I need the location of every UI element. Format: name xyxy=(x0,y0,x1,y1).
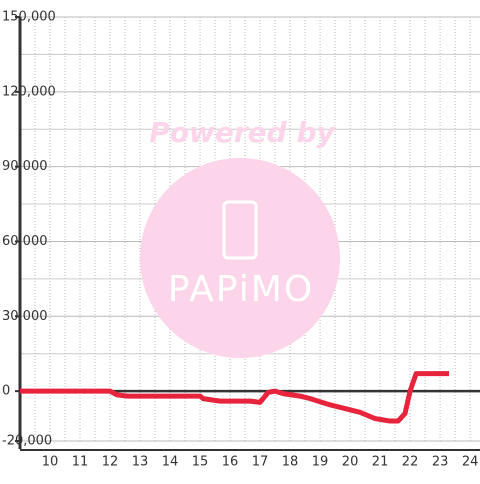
x-tick-label: 16 xyxy=(222,455,239,470)
x-tick-label: 23 xyxy=(432,455,449,470)
x-tick-label: 10 xyxy=(42,455,59,470)
y-tick-label: 150,000 xyxy=(2,10,56,25)
y-tick-label: 30,000 xyxy=(2,309,48,324)
x-tick-label: 11 xyxy=(72,455,89,470)
x-tick-label: 17 xyxy=(252,455,269,470)
x-tick-label: 24 xyxy=(462,455,479,470)
y-tick-label: 0 xyxy=(2,384,10,399)
x-tick-label: 18 xyxy=(282,455,299,470)
watermark-logo: PAPiMO xyxy=(168,269,314,310)
y-tick-label: 90,000 xyxy=(2,159,48,174)
x-tick-label: 15 xyxy=(192,455,209,470)
x-tick-label: 14 xyxy=(162,455,179,470)
x-tick-label: 20 xyxy=(342,455,359,470)
x-tick-label: 13 xyxy=(132,455,149,470)
y-tick-label: -20,000 xyxy=(2,434,52,449)
watermark-text: Powered by xyxy=(149,116,336,149)
data-line xyxy=(20,371,450,424)
x-tick-label: 19 xyxy=(312,455,329,470)
x-tick-label: 12 xyxy=(102,455,119,470)
y-tick-label: 60,000 xyxy=(2,234,48,249)
x-tick-label: 22 xyxy=(402,455,419,470)
x-tick-label: 21 xyxy=(372,455,389,470)
y-tick-label: 120,000 xyxy=(2,84,56,99)
watermark-phone xyxy=(222,200,258,260)
